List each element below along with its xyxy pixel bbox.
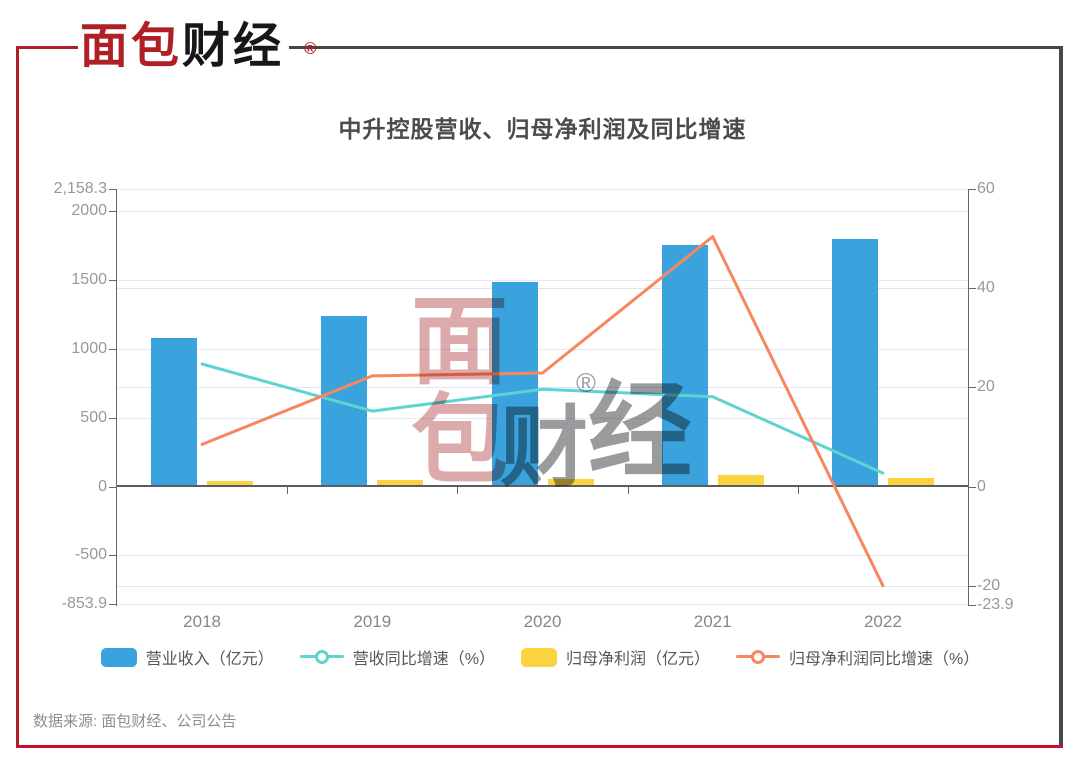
left-axis-tick-label: 2,158.3 [53, 180, 107, 197]
left-axis-tickmark [109, 348, 116, 350]
chart-legend: 营业收入（亿元） 营收同比增速（%） 归母净利润（亿元） 归母净利润同比增速（%） [0, 645, 1080, 669]
left-axis-tickmark [109, 189, 116, 190]
left-axis-tickmark [109, 604, 116, 606]
right-axis-tickmark [969, 189, 976, 190]
gridline-left-axis [117, 604, 968, 606]
left-y-axis-line [116, 189, 117, 606]
ring-glyph-icon [314, 650, 329, 664]
left-axis-tick-label: 0 [98, 477, 107, 495]
left-axis-tick-label: 1500 [71, 270, 107, 288]
brand-logo: 面包财经 ® [80, 18, 317, 76]
legend-label: 归母净利润（亿元） [566, 651, 711, 668]
x-axis-tickmark [797, 487, 799, 494]
revenue-bar [321, 315, 368, 487]
right-axis-tickmark [969, 486, 976, 488]
revenue-legend-swatch [100, 647, 137, 667]
ring-glyph-icon [751, 650, 766, 664]
legend-label: 营业收入（亿元） [145, 651, 274, 668]
right-axis-tick-label: 20 [977, 378, 995, 396]
zero-baseline [117, 485, 968, 487]
right-axis-tickmark [969, 605, 976, 606]
right-axis-tick-label: -20 [977, 576, 1001, 594]
brand-logo-black-text: 财经 [182, 20, 285, 73]
right-axis-tickmark [969, 387, 976, 389]
chart-title: 中升控股营收、归母净利润及同比增速 [338, 116, 747, 142]
registered-trademark-icon: ® [304, 39, 317, 58]
right-axis-tickmark [969, 585, 976, 587]
gridline-left-axis [117, 555, 968, 557]
brand-logo-red-text: 面包 [80, 20, 183, 73]
right-axis-tickmark [969, 288, 976, 290]
right-axis-tick-label: -23.9 [977, 596, 1014, 613]
left-axis-tickmark [109, 210, 116, 212]
frame-top-gray-line [289, 46, 1060, 49]
revenue-growth-legend-marker [299, 649, 344, 665]
x-axis-tickmark [457, 487, 459, 494]
data-source-note: 数据来源: 面包财经、公司公告 [33, 713, 237, 730]
revenue-bar [151, 338, 198, 487]
revenue-bar [661, 245, 708, 487]
revenue-bar [491, 282, 538, 487]
left-axis-tickmark [109, 417, 116, 419]
x-axis-label-2021: 2021 [693, 612, 732, 631]
gridline-left-axis [117, 189, 968, 190]
frame-right-gray-line [1059, 46, 1063, 748]
x-axis-label-2019: 2019 [353, 612, 392, 631]
left-axis-tick-label: -500 [74, 546, 107, 564]
legend-label: 归母净利润同比增速（%） [789, 651, 980, 668]
x-axis-tickmark [287, 487, 289, 494]
right-y-axis-line [968, 189, 969, 606]
left-axis-tickmark [109, 555, 116, 557]
left-axis-tick-label: 1000 [71, 339, 107, 357]
left-axis-tick-label: 2000 [71, 201, 107, 219]
x-axis-label-2018: 2018 [183, 612, 221, 631]
legend-label: 营收同比增速（%） [352, 651, 495, 668]
left-axis-tickmark [109, 279, 116, 281]
net-profit-bar [887, 478, 934, 487]
right-axis-tick-label: 0 [977, 477, 986, 495]
net-profit-growth-legend-marker [736, 649, 781, 665]
gridline-left-axis [117, 210, 968, 212]
revenue-bar [831, 238, 878, 487]
left-axis-tick-label: 500 [80, 408, 107, 426]
right-axis-tick-label: 40 [977, 279, 995, 297]
left-axis-tickmark [109, 486, 116, 488]
frame-left-red-line [16, 46, 19, 747]
right-axis-tick-label: 60 [977, 180, 995, 197]
x-axis-tickmark [627, 487, 629, 494]
legend-item-net-profit-growth[interactable]: 归母净利润同比增速（%） [736, 645, 979, 669]
x-axis-label-2020: 2020 [523, 612, 562, 631]
legend-item-revenue[interactable]: 营业收入（亿元） [100, 645, 274, 669]
frame-top-red-segment [16, 46, 78, 49]
legend-item-net-profit[interactable]: 归母净利润（亿元） [521, 645, 710, 669]
left-axis-tick-label: -853.9 [61, 595, 107, 613]
legend-item-revenue-growth[interactable]: 营收同比增速（%） [299, 645, 495, 669]
frame-bottom-red-line [16, 745, 1063, 748]
gridline-right-axis [117, 585, 968, 587]
net-profit-legend-swatch [521, 647, 557, 667]
x-axis-label-2022: 2022 [863, 612, 902, 631]
